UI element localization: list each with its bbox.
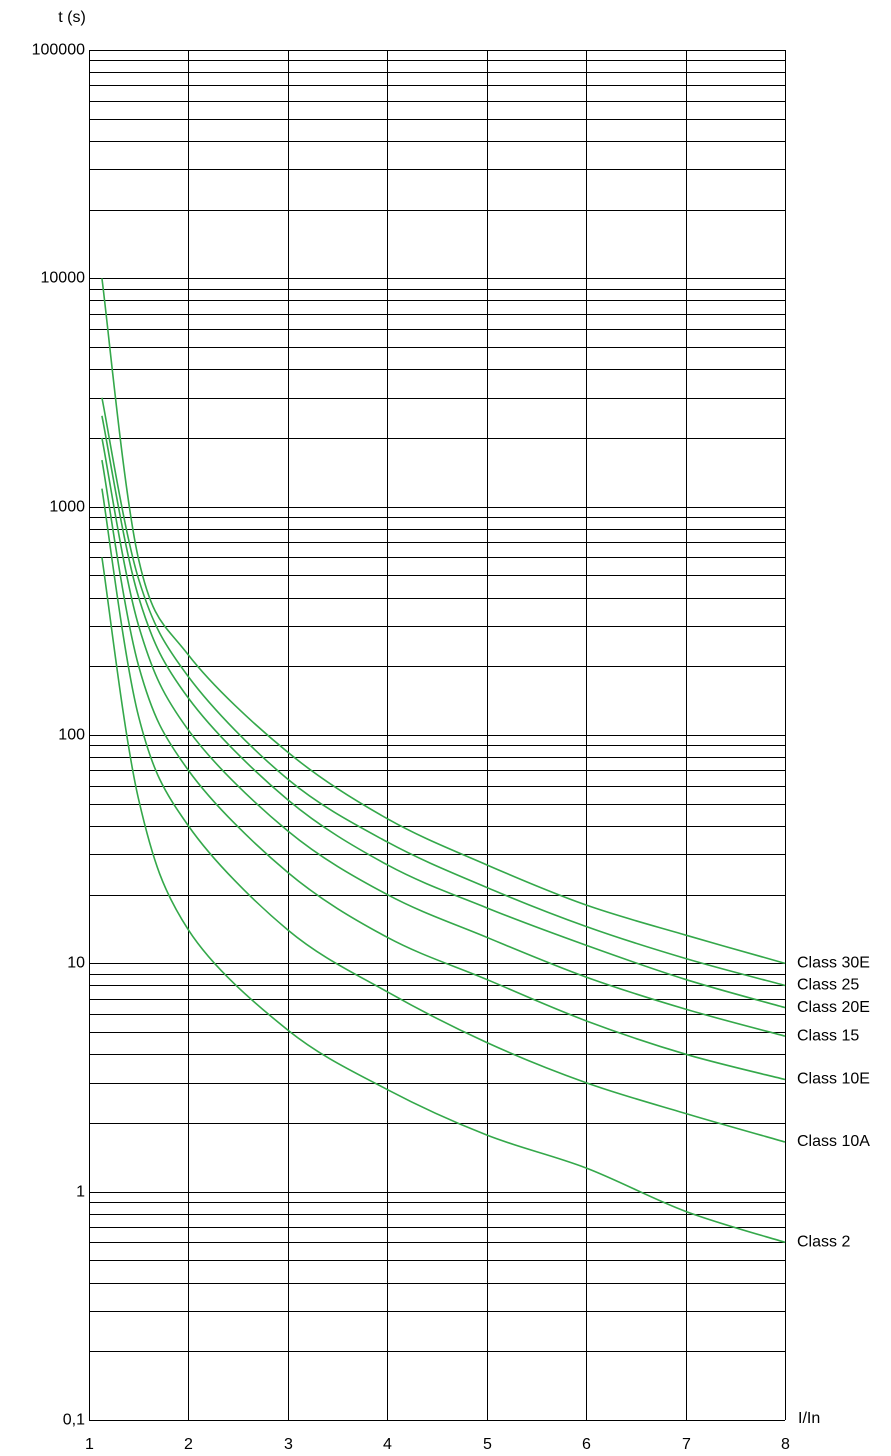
x-tick-label: 2 bbox=[184, 1436, 193, 1453]
series-line bbox=[101, 557, 786, 1244]
x-tick-label: 5 bbox=[483, 1436, 492, 1453]
series-label: Class 10A bbox=[797, 1133, 870, 1150]
x-axis-label: I/In bbox=[798, 1410, 820, 1427]
series-line bbox=[101, 459, 786, 1081]
x-tick-label: 8 bbox=[781, 1436, 790, 1453]
y-tick-label: 10 bbox=[67, 955, 85, 972]
series-line bbox=[101, 488, 786, 1143]
y-tick-label: 1000 bbox=[49, 499, 85, 516]
x-tick-label: 3 bbox=[284, 1436, 293, 1453]
x-tick-label: 7 bbox=[682, 1436, 691, 1453]
y-tick-label: 10000 bbox=[41, 270, 86, 287]
x-tick-label: 4 bbox=[383, 1436, 392, 1453]
x-tick-label: 6 bbox=[582, 1436, 591, 1453]
y-tick-label: 100000 bbox=[32, 42, 85, 59]
y-tick-label: 1 bbox=[76, 1184, 85, 1201]
series-label: Class 20E bbox=[797, 999, 870, 1016]
series-line bbox=[101, 397, 786, 987]
y-tick-label: 0,1 bbox=[63, 1412, 85, 1429]
series-label: Class 25 bbox=[797, 977, 859, 994]
series-label: Class 2 bbox=[797, 1234, 850, 1251]
series-label: Class 10E bbox=[797, 1071, 870, 1088]
y-tick-label: 100 bbox=[58, 727, 85, 744]
series-label: Class 15 bbox=[797, 1027, 859, 1044]
series-line bbox=[101, 278, 786, 965]
x-tick-label: 1 bbox=[85, 1436, 94, 1453]
y-axis-label: t (s) bbox=[58, 9, 86, 26]
series-line bbox=[101, 415, 786, 1009]
series-label: Class 30E bbox=[797, 955, 870, 972]
series-line bbox=[101, 437, 786, 1037]
